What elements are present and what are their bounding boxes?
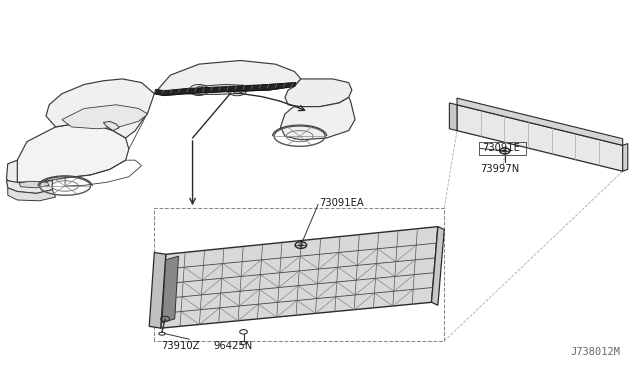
Polygon shape (6, 180, 52, 193)
Polygon shape (431, 227, 444, 305)
Polygon shape (149, 253, 166, 328)
Polygon shape (623, 144, 628, 171)
Text: 96425N: 96425N (213, 340, 252, 350)
Text: 73997N: 73997N (481, 164, 520, 174)
Polygon shape (186, 84, 250, 94)
Polygon shape (162, 256, 179, 323)
Polygon shape (161, 227, 438, 328)
Polygon shape (46, 79, 154, 138)
Polygon shape (154, 83, 296, 96)
Polygon shape (457, 98, 623, 145)
Polygon shape (250, 83, 296, 90)
Polygon shape (62, 105, 148, 129)
Text: J738012M: J738012M (571, 347, 621, 357)
Polygon shape (8, 188, 56, 201)
Text: 73091E: 73091E (482, 143, 520, 153)
Polygon shape (103, 121, 119, 131)
Text: 73091EA: 73091EA (319, 198, 364, 208)
Polygon shape (19, 181, 49, 188)
Polygon shape (6, 160, 17, 184)
Polygon shape (17, 123, 129, 182)
Polygon shape (285, 79, 352, 107)
Polygon shape (280, 97, 355, 140)
Text: 73910Z: 73910Z (161, 340, 199, 350)
Polygon shape (449, 103, 457, 131)
Polygon shape (457, 105, 623, 171)
Polygon shape (154, 61, 301, 96)
